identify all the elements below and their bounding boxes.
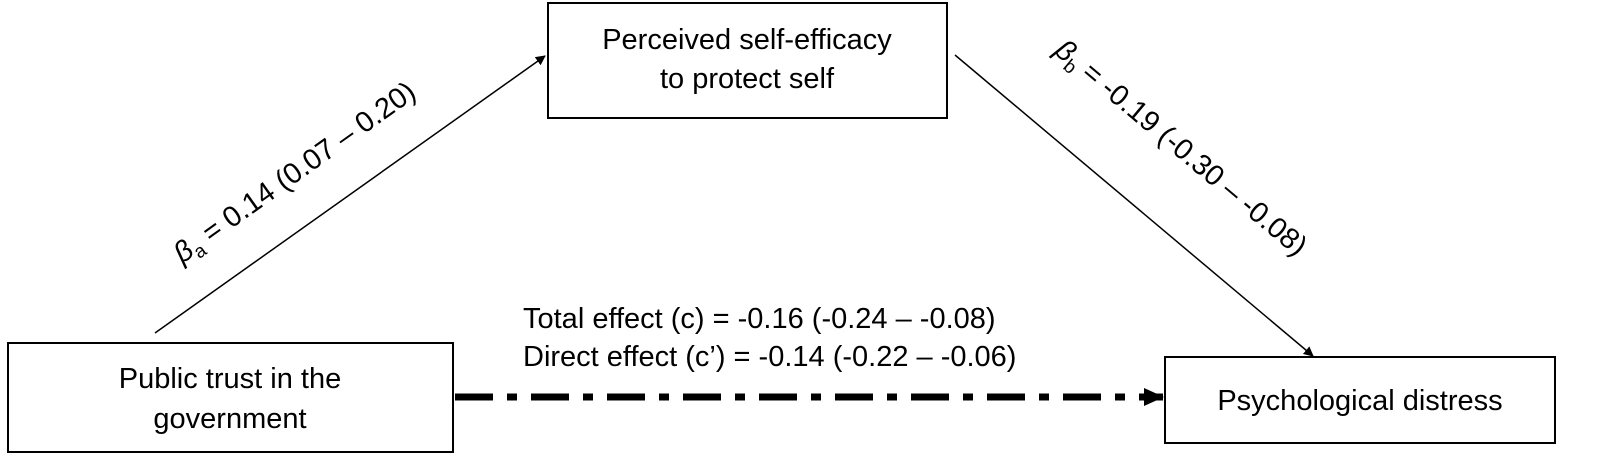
predictor-box — [7, 342, 454, 453]
predictor-label: government — [153, 403, 306, 435]
direct-effect: Direct effect (c’) = -0.14 (-0.22 – -0.0… — [523, 341, 1016, 373]
effect-text: Total effect (c) = -0.16 (-0.24 – -0.08) — [523, 303, 996, 335]
coefficient: = 0.14 (0.07 – 0.20) — [190, 76, 422, 254]
label-line: Perceived self-efficacy — [602, 24, 892, 56]
outcome-label: Psychological distress — [1217, 385, 1502, 417]
mediator-label: to protect self — [660, 63, 835, 95]
label-line: to protect self — [660, 63, 835, 95]
mediator-box — [547, 2, 948, 119]
mediator-label: Perceived self-efficacy — [602, 24, 892, 56]
label-line: Psychological distress — [1217, 385, 1502, 417]
predictor-label: Public trust in the — [119, 363, 341, 395]
path-a-arrow — [154, 55, 546, 334]
path-a-label: βa = 0.14 (0.07 – 0.20) — [167, 76, 424, 274]
label-line: Public trust in the — [119, 363, 341, 395]
path-b-label: βb = -0.19 (-0.30 – -0.08) — [1045, 33, 1313, 266]
effect-text: Direct effect (c’) = -0.14 (-0.22 – -0.0… — [523, 341, 1016, 373]
total-effect: Total effect (c) = -0.16 (-0.24 – -0.08) — [523, 303, 996, 335]
path-b-arrow — [954, 54, 1314, 357]
coefficient: = -0.19 (-0.30 – -0.08) — [1069, 51, 1312, 263]
outcome-box — [1164, 356, 1556, 444]
label-line: government — [153, 403, 306, 435]
